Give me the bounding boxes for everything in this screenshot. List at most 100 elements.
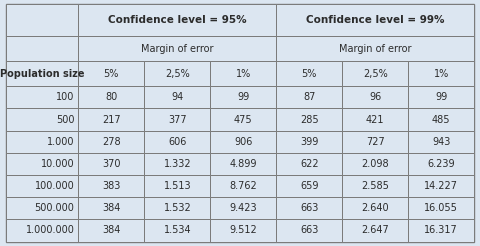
Text: 622: 622 xyxy=(300,159,319,169)
Text: 384: 384 xyxy=(102,226,120,235)
Bar xyxy=(144,108,210,131)
Bar xyxy=(210,131,276,153)
Text: 14.227: 14.227 xyxy=(424,181,458,191)
Text: 370: 370 xyxy=(102,159,120,169)
Bar xyxy=(6,175,78,197)
Bar xyxy=(210,197,276,219)
Bar xyxy=(408,86,474,108)
Bar xyxy=(78,36,276,61)
Bar xyxy=(276,108,342,131)
Text: 659: 659 xyxy=(300,181,319,191)
Bar xyxy=(78,197,144,219)
Bar xyxy=(144,86,210,108)
Bar xyxy=(342,197,408,219)
Bar xyxy=(144,175,210,197)
Text: 943: 943 xyxy=(432,137,450,147)
Bar xyxy=(276,131,342,153)
Bar xyxy=(342,175,408,197)
Text: 80: 80 xyxy=(105,92,118,102)
Text: 16.055: 16.055 xyxy=(424,203,458,213)
Text: 1%: 1% xyxy=(433,69,449,79)
Bar xyxy=(78,108,144,131)
Text: 87: 87 xyxy=(303,92,315,102)
Text: 383: 383 xyxy=(102,181,120,191)
Text: 2.098: 2.098 xyxy=(361,159,389,169)
Text: 1.532: 1.532 xyxy=(164,203,191,213)
Bar xyxy=(210,175,276,197)
Bar xyxy=(408,175,474,197)
Bar xyxy=(408,197,474,219)
Text: 1.000: 1.000 xyxy=(47,137,74,147)
Text: 500.000: 500.000 xyxy=(35,203,74,213)
Text: 5%: 5% xyxy=(104,69,119,79)
Bar xyxy=(408,131,474,153)
Bar xyxy=(78,153,144,175)
Bar xyxy=(342,153,408,175)
Text: 16.317: 16.317 xyxy=(424,226,458,235)
Text: 6.239: 6.239 xyxy=(427,159,455,169)
Text: 1%: 1% xyxy=(236,69,251,79)
Bar xyxy=(6,108,78,131)
Text: 485: 485 xyxy=(432,115,451,124)
Text: 906: 906 xyxy=(234,137,252,147)
Bar xyxy=(276,175,342,197)
Bar xyxy=(408,61,474,86)
Bar xyxy=(6,36,78,61)
Bar xyxy=(78,86,144,108)
Bar xyxy=(342,108,408,131)
Bar xyxy=(276,197,342,219)
Text: 421: 421 xyxy=(366,115,384,124)
Bar xyxy=(210,108,276,131)
Text: 285: 285 xyxy=(300,115,319,124)
Bar xyxy=(78,175,144,197)
Bar xyxy=(6,197,78,219)
Bar xyxy=(6,86,78,108)
Bar xyxy=(342,219,408,242)
Bar xyxy=(144,131,210,153)
Text: 10.000: 10.000 xyxy=(41,159,74,169)
Bar xyxy=(78,131,144,153)
Bar xyxy=(276,36,474,61)
Text: 99: 99 xyxy=(435,92,447,102)
Bar xyxy=(342,131,408,153)
Text: Margin of error: Margin of error xyxy=(141,44,214,54)
Text: 99: 99 xyxy=(237,92,250,102)
Bar xyxy=(144,219,210,242)
Text: 475: 475 xyxy=(234,115,252,124)
Text: 2,5%: 2,5% xyxy=(363,69,388,79)
Text: Population size: Population size xyxy=(0,69,84,79)
Bar xyxy=(6,4,78,36)
Text: 727: 727 xyxy=(366,137,384,147)
Text: 384: 384 xyxy=(102,203,120,213)
Bar xyxy=(6,219,78,242)
Bar xyxy=(210,86,276,108)
Text: 399: 399 xyxy=(300,137,319,147)
Text: 606: 606 xyxy=(168,137,187,147)
Text: Margin of error: Margin of error xyxy=(339,44,411,54)
Bar xyxy=(342,61,408,86)
Text: 8.762: 8.762 xyxy=(229,181,257,191)
Bar xyxy=(276,153,342,175)
Bar xyxy=(408,219,474,242)
Text: 9.512: 9.512 xyxy=(229,226,257,235)
Text: 278: 278 xyxy=(102,137,120,147)
Text: 2.647: 2.647 xyxy=(361,226,389,235)
Text: Confidence level = 99%: Confidence level = 99% xyxy=(306,15,444,25)
Text: 1.000.000: 1.000.000 xyxy=(25,226,74,235)
Bar xyxy=(276,61,342,86)
Bar xyxy=(6,131,78,153)
Bar xyxy=(210,61,276,86)
Text: 663: 663 xyxy=(300,203,319,213)
Bar xyxy=(276,4,474,36)
Text: 500: 500 xyxy=(56,115,74,124)
Text: 663: 663 xyxy=(300,226,319,235)
Text: Confidence level = 95%: Confidence level = 95% xyxy=(108,15,247,25)
Bar xyxy=(210,219,276,242)
Bar xyxy=(276,86,342,108)
Text: 1.332: 1.332 xyxy=(164,159,191,169)
Text: 94: 94 xyxy=(171,92,183,102)
Bar xyxy=(210,153,276,175)
Text: 96: 96 xyxy=(369,92,382,102)
Text: 100: 100 xyxy=(56,92,74,102)
Bar xyxy=(6,61,78,86)
